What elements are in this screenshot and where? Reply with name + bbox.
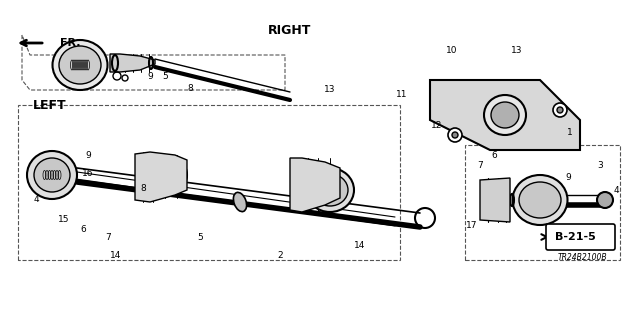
Ellipse shape [312,174,348,206]
Text: 13: 13 [324,84,336,93]
Text: RIGHT: RIGHT [268,23,312,36]
Ellipse shape [59,46,101,84]
Circle shape [557,107,563,113]
Polygon shape [430,80,580,150]
Text: 5: 5 [162,71,168,81]
Text: 16: 16 [83,169,93,178]
Ellipse shape [513,175,568,225]
Text: 6: 6 [80,226,86,235]
Text: 1: 1 [567,127,573,137]
Text: 8: 8 [140,183,146,193]
Ellipse shape [491,102,519,128]
Text: LEFT: LEFT [33,99,67,111]
Circle shape [452,132,458,138]
FancyBboxPatch shape [546,224,615,250]
Text: 4: 4 [613,186,619,195]
Text: B-21-5: B-21-5 [555,232,595,242]
Ellipse shape [234,192,246,212]
Ellipse shape [52,40,108,90]
Polygon shape [290,158,340,212]
Text: FR.: FR. [60,38,81,48]
Ellipse shape [27,151,77,199]
Circle shape [448,128,462,142]
Text: 7: 7 [477,161,483,170]
Circle shape [553,103,567,117]
Text: 17: 17 [467,220,477,229]
Text: 13: 13 [511,45,523,54]
Text: 4: 4 [33,196,39,204]
Text: 6: 6 [491,150,497,159]
Ellipse shape [34,158,70,192]
Text: 5: 5 [197,234,203,243]
Text: 8: 8 [187,84,193,92]
Ellipse shape [519,182,561,218]
Text: 14: 14 [110,251,122,260]
Circle shape [597,192,613,208]
Text: TR24B2100B: TR24B2100B [557,252,607,261]
Ellipse shape [306,168,354,212]
Text: 9: 9 [147,71,153,81]
Text: 3: 3 [597,161,603,170]
Text: 15: 15 [58,215,70,225]
Polygon shape [480,178,510,222]
Text: 11: 11 [396,90,408,99]
Polygon shape [135,152,187,202]
Text: 9: 9 [85,150,91,159]
Text: 12: 12 [431,121,443,130]
Text: 10: 10 [446,45,458,54]
Text: 9: 9 [565,172,571,181]
Text: 14: 14 [355,241,365,250]
Text: 7: 7 [105,234,111,243]
Ellipse shape [484,95,526,135]
Polygon shape [110,54,155,72]
Text: 2: 2 [277,251,283,260]
